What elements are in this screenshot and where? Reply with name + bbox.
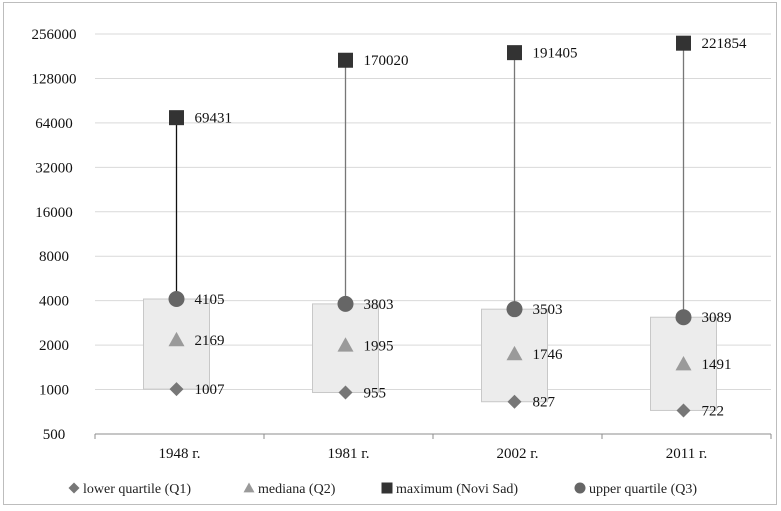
legend-entry: lower quartile (Q1): [83, 482, 191, 497]
q2-marker: [506, 345, 523, 361]
legend-entry: maximum (Novi Sad): [396, 482, 518, 497]
y-tick-label: 4000: [39, 294, 69, 310]
legend-square-icon: [381, 482, 393, 494]
max-marker: [169, 110, 184, 126]
x-tick-label: 2002 г.: [497, 446, 539, 462]
q2-data-label: 2169: [195, 333, 225, 349]
label-layer: 1007 955 827 722 2169 1995 1746 1491 69431 170020…: [195, 36, 748, 419]
y-tick-label: 64000: [35, 116, 73, 132]
max-marker: [676, 35, 691, 51]
q2-marker: [168, 331, 185, 347]
q2-marker: [675, 355, 692, 371]
q2-data-label: 1995: [364, 338, 394, 354]
q1-data-label: 1007: [195, 382, 226, 398]
y-tick-label: 500: [43, 427, 66, 443]
q2-marker: [337, 337, 354, 352]
y-tick-label: 16000: [35, 205, 73, 221]
y-tick-label: 256000: [32, 27, 77, 43]
q1-marker: [169, 382, 184, 397]
q1-marker: [507, 394, 522, 409]
y-tick-label: 1000: [39, 383, 69, 399]
q3-data-label: 3089: [702, 310, 732, 326]
q1-marker: [676, 403, 691, 418]
chart-frame: 256000 128000 64000 32000 16000 8000 4000 2000 1…: [3, 2, 777, 505]
y-tick-label: 128000: [32, 71, 77, 87]
q3-data-label: 4105: [195, 292, 225, 308]
y-tick-label: 8000: [39, 249, 69, 265]
max-marker: [507, 45, 522, 61]
q3-marker: [168, 291, 185, 308]
legend-triangle-icon: [243, 482, 255, 493]
q1-data-label: 827: [533, 395, 556, 411]
q1-marker: [338, 385, 353, 400]
legend-layer: lower quartile (Q1) mediana (Q2) maximum (…: [68, 482, 697, 497]
x-tick-label: 1948 г.: [159, 446, 201, 462]
q1-data-label: 955: [364, 386, 387, 402]
q3-marker: [675, 309, 692, 326]
max-data-label: 191405: [533, 46, 578, 62]
max-marker: [338, 52, 353, 68]
q2-data-label: 1491: [702, 357, 732, 373]
legend-entry: mediana (Q2): [258, 482, 336, 497]
mark-layer: [168, 35, 692, 418]
y-tick-label: 2000: [39, 338, 69, 354]
box-plot-chart: 256000 128000 64000 32000 16000 8000 4000 2000 1…: [32, 27, 772, 497]
q3-data-label: 3503: [533, 302, 563, 318]
max-data-label: 170020: [364, 53, 409, 69]
legend-circle-icon: [574, 482, 586, 494]
q3-marker: [506, 301, 523, 318]
box-layer: [143, 43, 717, 411]
legend-entry: upper quartile (Q3): [589, 482, 697, 497]
max-data-label: 69431: [195, 111, 233, 127]
q2-data-label: 1746: [533, 347, 564, 363]
axis-layer: 256000 128000 64000 32000 16000 8000 4000 2000 1…: [32, 27, 772, 462]
y-tick-label: 32000: [35, 160, 73, 176]
max-data-label: 221854: [702, 36, 748, 52]
x-tick-label: 2011 г.: [666, 446, 707, 462]
q1-data-label: 722: [702, 403, 725, 419]
q3-marker: [337, 295, 354, 312]
x-tick-label: 1981 г.: [328, 446, 370, 462]
q3-data-label: 3803: [364, 297, 394, 313]
legend-diamond-icon: [68, 482, 80, 494]
